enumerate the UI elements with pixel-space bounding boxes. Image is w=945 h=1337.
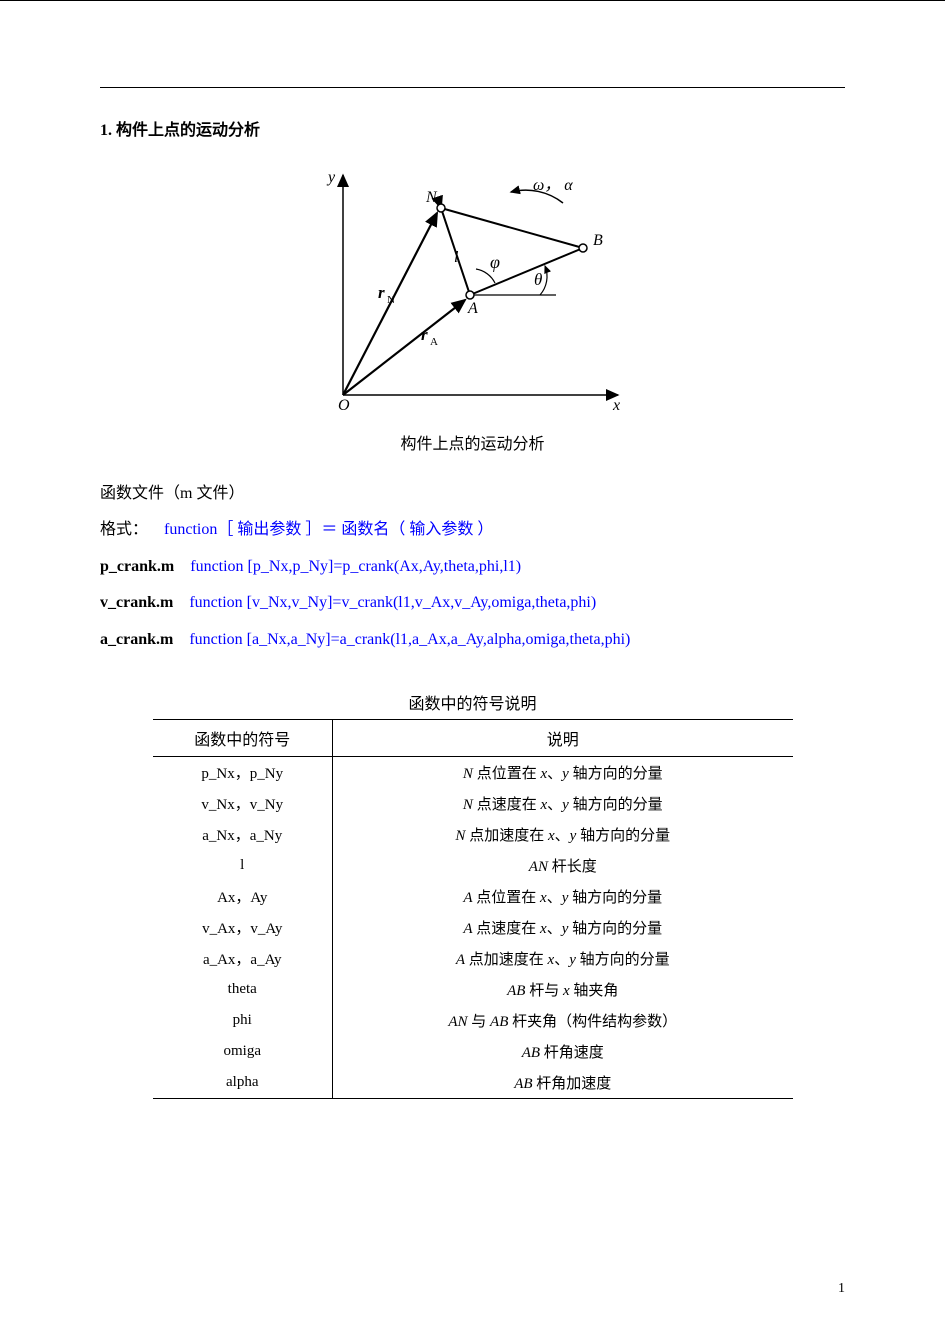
desc-cell: AN 杆长度: [333, 850, 793, 881]
svg-text:θ: θ: [534, 270, 542, 289]
func-p-crank: p_crank.m function [p_Nx,p_Ny]=p_crank(A…: [100, 552, 845, 582]
kinematics-diagram: O x y N A B r N r A l φ θ ω， α: [318, 170, 628, 420]
svg-text:ω， α: ω， α: [533, 177, 573, 194]
svg-text:A: A: [430, 336, 438, 348]
table-row: phiAN 与 AB 杆夹角（构件结构参数）: [153, 1005, 793, 1036]
symbol-cell: a_Ax，a_Ay: [153, 943, 333, 974]
desc-cell: AB 杆角速度: [333, 1036, 793, 1067]
symbol-cell: p_Nx，p_Ny: [153, 756, 333, 788]
svg-text:A: A: [467, 300, 478, 317]
svg-text:B: B: [593, 232, 603, 249]
section-number: 1.: [100, 122, 112, 139]
table-row: v_Nx，v_NyN 点速度在 x、y 轴方向的分量: [153, 788, 793, 819]
desc-cell: N 点位置在 x、y 轴方向的分量: [333, 756, 793, 788]
desc-cell: N 点加速度在 x、y 轴方向的分量: [333, 819, 793, 850]
desc-cell: AB 杆与 x 轴夹角: [333, 974, 793, 1005]
symbols-table: 函数中的符号 说明 p_Nx，p_NyN 点位置在 x、y 轴方向的分量v_Nx…: [153, 719, 793, 1099]
svg-text:l: l: [454, 249, 459, 266]
section-heading: 构件上点的运动分析: [116, 122, 260, 139]
svg-text:r: r: [378, 283, 385, 302]
symbol-cell: phi: [153, 1005, 333, 1036]
x-axis-label: x: [612, 397, 620, 414]
svg-text:r: r: [421, 325, 428, 344]
table-row: a_Ax，a_AyA 点加速度在 x、y 轴方向的分量: [153, 943, 793, 974]
desc-cell: AB 杆角加速度: [333, 1067, 793, 1099]
y-axis-label: y: [326, 170, 336, 186]
symbol-cell: omiga: [153, 1036, 333, 1067]
symbol-cell: a_Nx，a_Ny: [153, 819, 333, 850]
o-label: O: [338, 397, 350, 414]
table-row: omigaAB 杆角速度: [153, 1036, 793, 1067]
format-body: function［ 输出参数 ］＝ 函数名（ 输入参数 ）: [164, 521, 493, 538]
func-a-crank: a_crank.m function [a_Nx,a_Ny]=a_crank(l…: [100, 625, 845, 655]
symbol-cell: theta: [153, 974, 333, 1005]
page-number: 1: [838, 1281, 845, 1297]
section-title: 1. 构件上点的运动分析: [100, 116, 845, 140]
svg-text:N: N: [425, 189, 438, 206]
symbol-cell: alpha: [153, 1067, 333, 1099]
table-row: alphaAB 杆角加速度: [153, 1067, 793, 1099]
symbol-cell: v_Ax，v_Ay: [153, 912, 333, 943]
table-title: 函数中的符号说明: [100, 690, 845, 714]
table-row: lAN 杆长度: [153, 850, 793, 881]
table-row: p_Nx，p_NyN 点位置在 x、y 轴方向的分量: [153, 756, 793, 788]
table-row: thetaAB 杆与 x 轴夹角: [153, 974, 793, 1005]
table-row: a_Nx，a_NyN 点加速度在 x、y 轴方向的分量: [153, 819, 793, 850]
svg-text:N: N: [387, 294, 395, 306]
col-desc: 说明: [333, 719, 793, 756]
desc-cell: A 点加速度在 x、y 轴方向的分量: [333, 943, 793, 974]
table-row: Ax，AyA 点位置在 x、y 轴方向的分量: [153, 881, 793, 912]
desc-cell: A 点速度在 x、y 轴方向的分量: [333, 912, 793, 943]
symbol-cell: l: [153, 850, 333, 881]
desc-cell: A 点位置在 x、y 轴方向的分量: [333, 881, 793, 912]
func-v-crank: v_crank.m function [v_Nx,v_Ny]=v_crank(l…: [100, 588, 845, 618]
symbol-cell: Ax，Ay: [153, 881, 333, 912]
diagram-caption: 构件上点的运动分析: [100, 430, 845, 454]
svg-text:φ: φ: [490, 252, 500, 272]
format-line: 格式： function［ 输出参数 ］＝ 函数名（ 输入参数 ）: [100, 515, 845, 545]
filetype-line: 函数文件（m 文件）: [100, 479, 845, 509]
col-symbol: 函数中的符号: [153, 719, 333, 756]
table-row: v_Ax，v_AyA 点速度在 x、y 轴方向的分量: [153, 912, 793, 943]
symbol-cell: v_Nx，v_Ny: [153, 788, 333, 819]
desc-cell: N 点速度在 x、y 轴方向的分量: [333, 788, 793, 819]
desc-cell: AN 与 AB 杆夹角（构件结构参数）: [333, 1005, 793, 1036]
